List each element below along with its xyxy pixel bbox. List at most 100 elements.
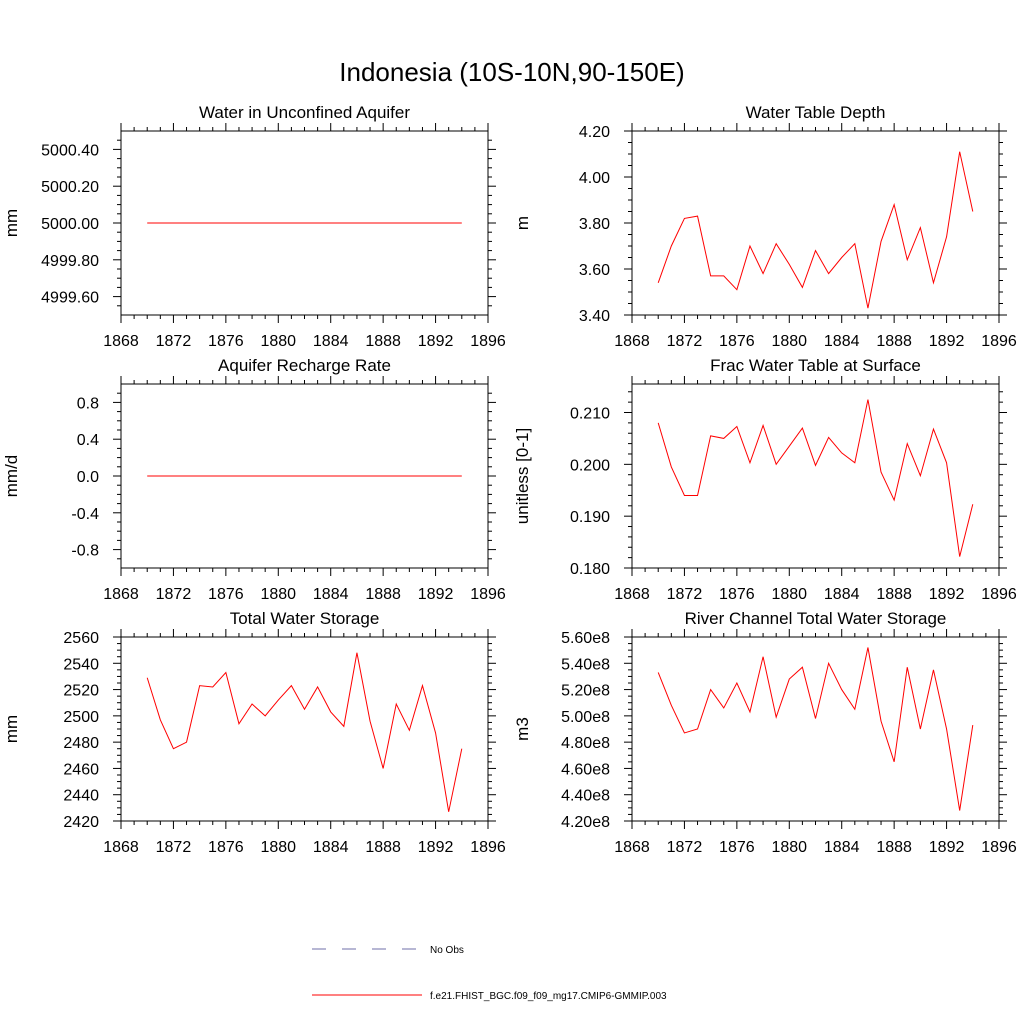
x-tick-label: 1888 xyxy=(365,839,401,856)
x-tick-label: 1876 xyxy=(719,586,755,603)
x-tick-label: 1896 xyxy=(470,839,506,856)
x-tick-label: 1872 xyxy=(156,839,192,856)
y-tick-label: 0.190 xyxy=(570,509,610,526)
series-line xyxy=(657,647,974,811)
panel-title: Frac Water Table at Surface xyxy=(710,356,921,375)
series-line xyxy=(657,399,974,557)
x-tick-label: 1876 xyxy=(719,839,755,856)
panel-title: Water Table Depth xyxy=(746,103,886,122)
y-tick-label: 3.40 xyxy=(579,308,610,325)
legend: No Obs f.e21.FHIST_BGC.f09_f09_mg17.CMIP… xyxy=(312,945,667,1002)
x-tick-label: 1868 xyxy=(103,586,139,603)
y-tick-label: 2480 xyxy=(63,735,99,752)
y-tick-label: 4.60e8 xyxy=(561,761,610,778)
y-tick-label: 2500 xyxy=(63,709,99,726)
x-tick-label: 1876 xyxy=(208,333,244,350)
y-tick-label: 0.200 xyxy=(570,457,610,474)
x-tick-label: 1872 xyxy=(667,333,703,350)
x-tick-label: 1896 xyxy=(470,333,506,350)
plot-frame xyxy=(631,383,1000,569)
series-line xyxy=(657,151,974,309)
y-tick-label: 5.60e8 xyxy=(561,630,610,647)
x-tick-label: 1884 xyxy=(313,586,349,603)
x-tick-label: 1872 xyxy=(667,586,703,603)
x-tick-label: 1888 xyxy=(365,333,401,350)
x-tick-label: 1884 xyxy=(313,839,349,856)
y-tick-label: -0.4 xyxy=(71,506,99,523)
panel-4: Frac Water Table at Surface unitless [0-1… xyxy=(513,356,1017,603)
y-tick-label: 4.20 xyxy=(579,124,610,141)
x-tick-label: 1884 xyxy=(824,586,860,603)
panel-title: Water in Unconfined Aquifer xyxy=(199,103,410,122)
x-tick-label: 1872 xyxy=(156,586,192,603)
x-tick-label: 1892 xyxy=(418,839,454,856)
y-tick-label: 5.00e8 xyxy=(561,709,610,726)
y-tick-label: 2520 xyxy=(63,683,99,700)
plot-frame xyxy=(120,636,489,822)
figure-title: Indonesia (10S-10N,90-150E) xyxy=(339,57,684,87)
y-axis-label: mm/d xyxy=(2,455,21,498)
y-tick-label: 2540 xyxy=(63,656,99,673)
x-tick-label: 1884 xyxy=(824,333,860,350)
y-tick-label: 4999.80 xyxy=(41,253,99,270)
x-tick-label: 1880 xyxy=(771,333,807,350)
y-tick-label: 0.180 xyxy=(570,561,610,578)
legend-model-label: f.e21.FHIST_BGC.f09_f09_mg17.CMIP6-GMMIP… xyxy=(430,991,667,1002)
x-tick-label: 1888 xyxy=(876,586,912,603)
y-tick-label: 3.60 xyxy=(579,262,610,279)
y-tick-label: 0.4 xyxy=(77,432,99,449)
x-tick-label: 1868 xyxy=(614,333,650,350)
panel-1: Water in Unconfined Aquifer mm 1868 1872 187… xyxy=(2,103,506,350)
panel-title: River Channel Total Water Storage xyxy=(685,609,947,628)
y-axis-label: mm xyxy=(2,209,21,237)
panel-6: River Channel Total Water Storage m3 1868 1… xyxy=(513,609,1017,856)
x-tick-label: 1880 xyxy=(260,333,296,350)
x-tick-label: 1888 xyxy=(876,333,912,350)
x-tick-label: 1872 xyxy=(667,839,703,856)
series-line xyxy=(146,652,463,812)
y-tick-label: 3.80 xyxy=(579,216,610,233)
x-tick-label: 1876 xyxy=(719,333,755,350)
x-tick-label: 1884 xyxy=(313,333,349,350)
y-tick-label: 5.40e8 xyxy=(561,656,610,673)
y-tick-label: -0.8 xyxy=(71,543,99,560)
y-tick-label: 0.210 xyxy=(570,406,610,423)
x-tick-label: 1892 xyxy=(929,333,965,350)
panel-3: Aquifer Recharge Rate mm/d 1868 1872 1876 188… xyxy=(2,356,506,603)
y-axis-label: m xyxy=(513,216,532,230)
y-tick-label: 4.80e8 xyxy=(561,735,610,752)
x-tick-label: 1892 xyxy=(418,333,454,350)
x-tick-label: 1880 xyxy=(771,839,807,856)
y-tick-label: 4.20e8 xyxy=(561,814,610,831)
y-tick-label: 0.8 xyxy=(77,395,99,412)
x-tick-label: 1876 xyxy=(208,586,244,603)
x-tick-label: 1872 xyxy=(156,333,192,350)
plot-frame xyxy=(631,636,1000,822)
legend-no-obs-label: No Obs xyxy=(430,945,464,956)
y-tick-label: 5000.40 xyxy=(41,142,99,159)
x-tick-label: 1880 xyxy=(260,839,296,856)
x-tick-label: 1892 xyxy=(929,839,965,856)
y-tick-label: 2440 xyxy=(63,788,99,805)
x-tick-label: 1880 xyxy=(260,586,296,603)
x-tick-label: 1868 xyxy=(103,333,139,350)
y-tick-label: 2560 xyxy=(63,630,99,647)
y-tick-label: 4999.60 xyxy=(41,290,99,307)
y-axis-label: m3 xyxy=(513,717,532,741)
panel-title: Total Water Storage xyxy=(230,609,380,628)
y-axis-label: mm xyxy=(2,715,21,743)
x-tick-label: 1896 xyxy=(981,839,1017,856)
panel-2: Water Table Depth m 1868 1872 1876 1880 1884 18… xyxy=(513,103,1017,350)
x-tick-label: 1868 xyxy=(103,839,139,856)
plot-frame xyxy=(631,130,1000,316)
y-tick-label: 2460 xyxy=(63,761,99,778)
x-tick-label: 1896 xyxy=(470,586,506,603)
x-tick-label: 1888 xyxy=(876,839,912,856)
x-tick-label: 1896 xyxy=(981,586,1017,603)
y-tick-label: 5.20e8 xyxy=(561,683,610,700)
x-tick-label: 1876 xyxy=(208,839,244,856)
y-tick-label: 4.40e8 xyxy=(561,788,610,805)
y-tick-label: 0.0 xyxy=(77,469,99,486)
x-tick-label: 1880 xyxy=(771,586,807,603)
